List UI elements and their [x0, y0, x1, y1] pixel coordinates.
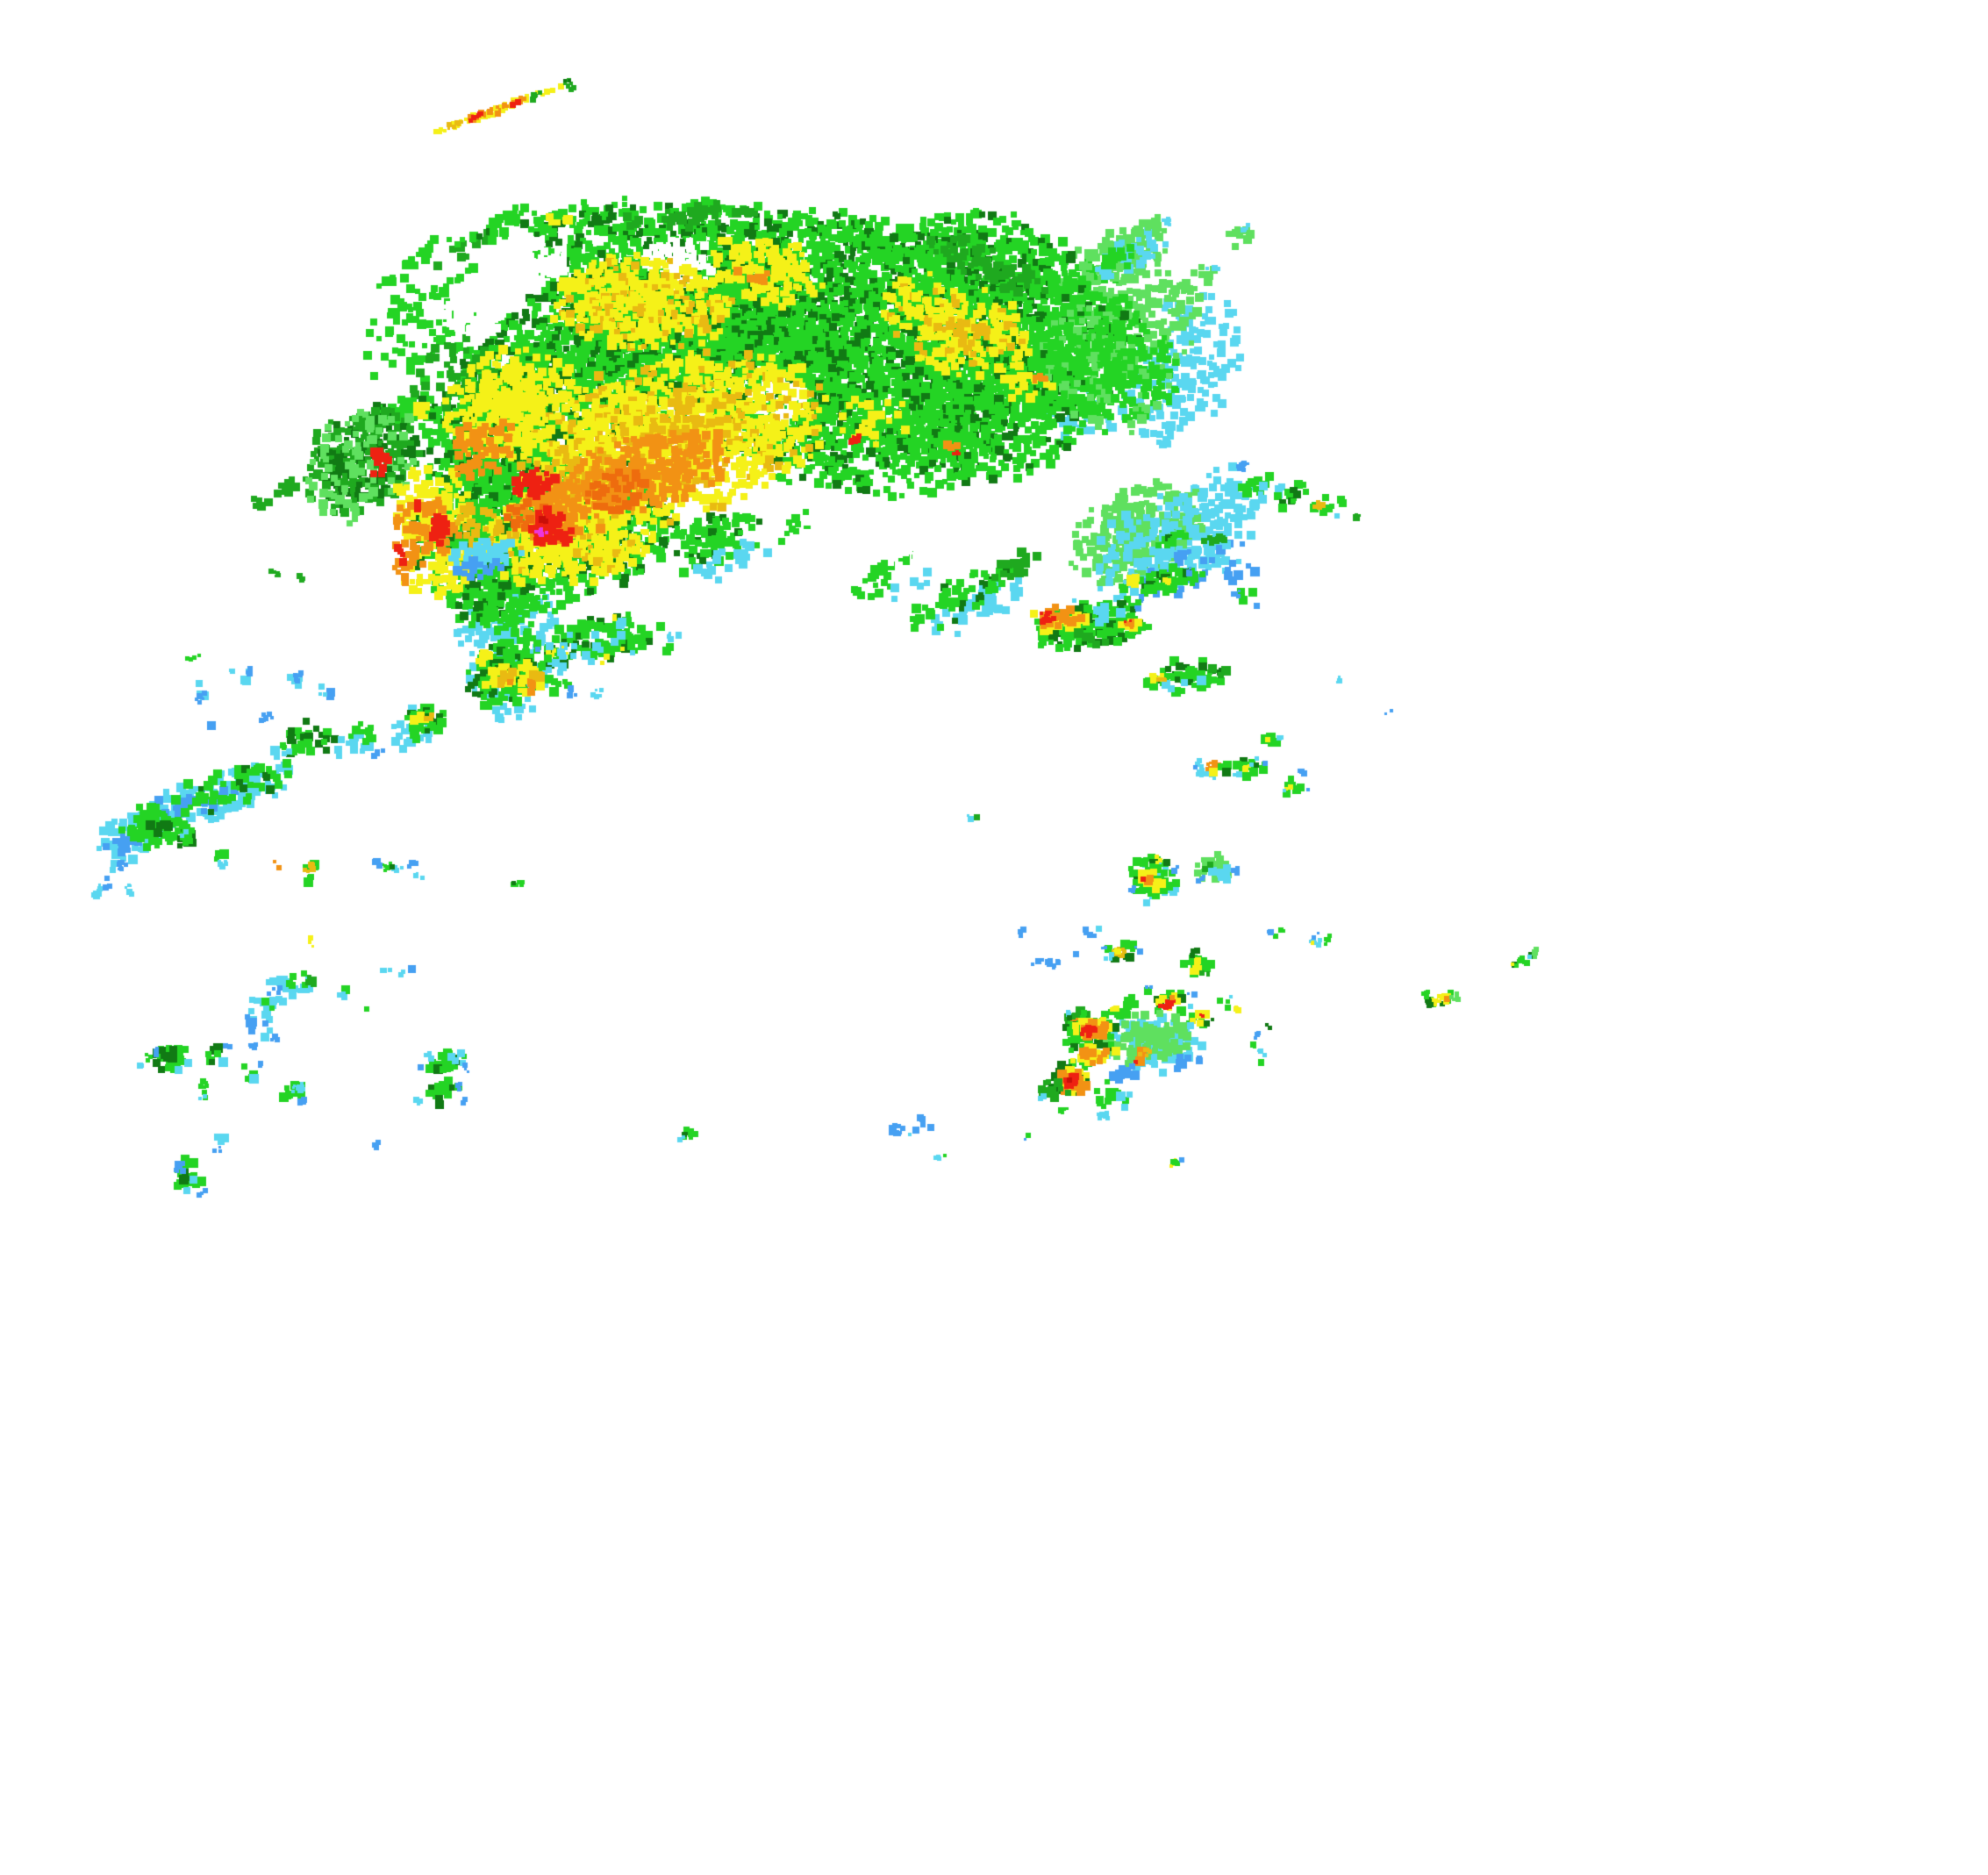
radar-map [0, 0, 1988, 1875]
radar-reflectivity-canvas [0, 0, 1988, 1875]
